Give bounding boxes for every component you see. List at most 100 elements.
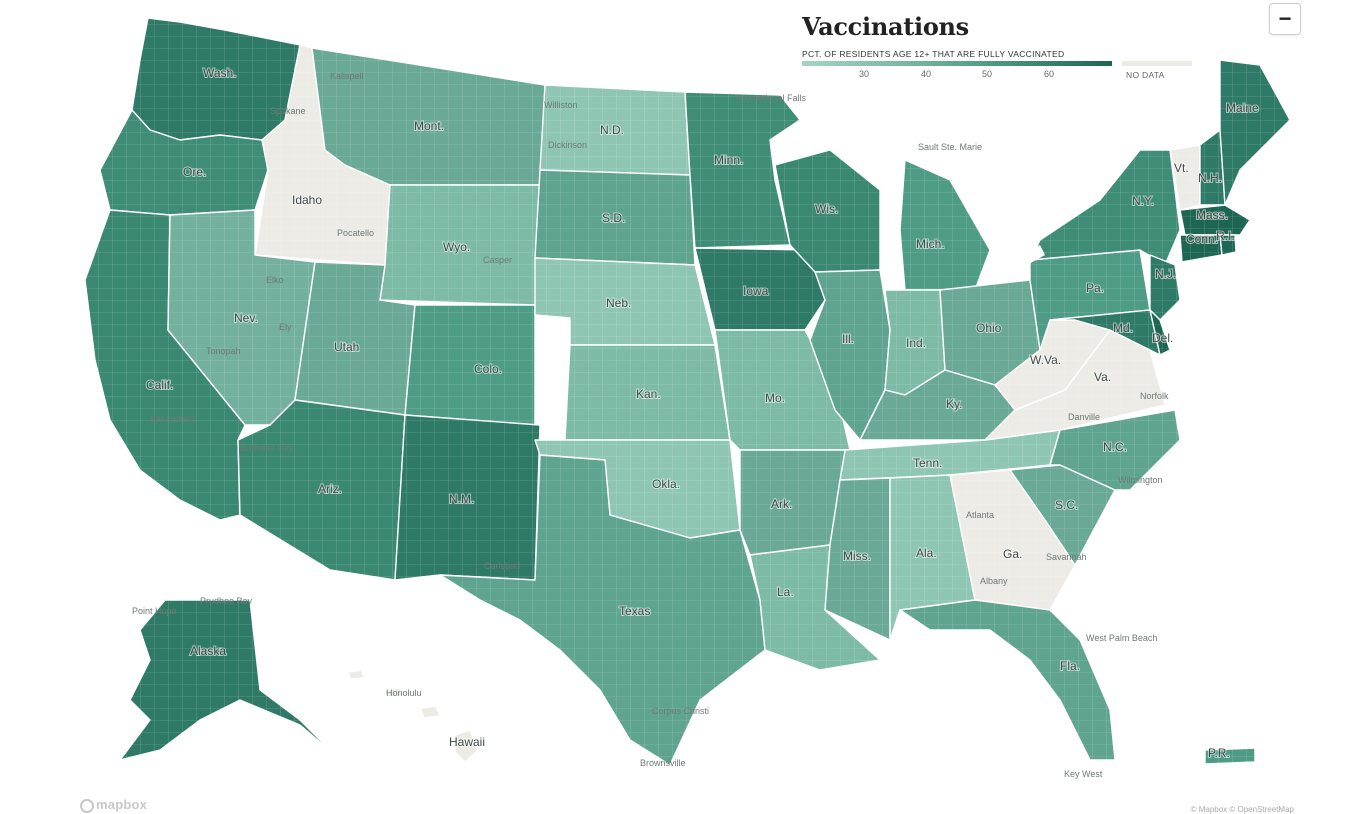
state-fla[interactable] (899, 599, 1116, 761)
state-ny[interactable] (1029, 149, 1181, 266)
state-mich[interactable] (899, 159, 991, 291)
legend-color-bar (802, 61, 1112, 66)
label-conn: Conn. (1186, 232, 1218, 246)
city-spokane: Spokane (270, 106, 306, 116)
label-del: Del. (1152, 331, 1173, 345)
legend-tick: 40 (920, 69, 932, 79)
state-nj[interactable] (1149, 254, 1181, 321)
state-maine[interactable] (1219, 59, 1291, 206)
legend-tick: 50 (981, 69, 993, 79)
label-tenn: Tenn. (913, 456, 942, 470)
mapbox-wordmark: mapbox (96, 797, 148, 812)
label-mont: Mont. (414, 119, 444, 133)
label-va: Va. (1094, 370, 1111, 384)
label-alaska: Alaska (190, 644, 226, 658)
label-ga: Ga. (1003, 547, 1022, 561)
label-idaho: Idaho (292, 193, 322, 207)
label-okla: Okla. (652, 477, 680, 491)
city-keywest: Key West (1064, 769, 1103, 779)
legend-title: Vaccinations (802, 12, 969, 41)
label-md: Md. (1113, 321, 1133, 335)
state-hawaii-4[interactable] (347, 669, 365, 680)
city-saultstemarie: Sault Ste. Marie (918, 142, 982, 152)
map-attribution[interactable]: © Mapbox © OpenStreetMap (1190, 805, 1294, 814)
label-wyo: Wyo. (443, 240, 470, 254)
lake-erie (990, 245, 1045, 280)
label-sc: S.C. (1055, 498, 1078, 512)
label-ark: Ark. (771, 497, 792, 511)
label-mass: Mass. (1196, 208, 1228, 222)
city-corpuschristi: Corpus Christi (652, 706, 709, 716)
label-miss: Miss. (843, 549, 871, 563)
city-savannah: Savannah (1046, 552, 1087, 562)
lake-superior (800, 120, 900, 160)
label-wva: W.Va. (1030, 353, 1061, 367)
label-calif: Calif. (146, 378, 173, 392)
label-nm: N.M. (449, 492, 474, 506)
legend-tick: 30 (858, 69, 870, 79)
city-caspar: Casper (483, 255, 512, 265)
label-wis: Wis. (815, 202, 838, 216)
state-colo[interactable] (404, 304, 536, 426)
label-ohio: Ohio (976, 321, 1002, 335)
label-ri: R.I. (1216, 229, 1235, 243)
label-iowa: Iowa (743, 284, 769, 298)
city-bakersfield: Bakersfield (150, 414, 195, 424)
mapbox-logo[interactable]: mapbox (80, 797, 147, 813)
label-la: La. (777, 585, 794, 599)
city-brownsville: Brownsville (640, 758, 686, 768)
city-norfolk: Norfolk (1140, 391, 1169, 401)
lake-michigan (880, 160, 905, 290)
state-alaska[interactable] (119, 599, 336, 761)
state-ark[interactable] (739, 449, 846, 556)
label-ala: Ala. (916, 546, 937, 560)
label-ny: N.Y. (1132, 194, 1154, 208)
label-nd: N.D. (600, 123, 624, 137)
legend-scale-row: 30 40 50 60 NO DATA (802, 61, 1202, 80)
label-sd: S.D. (602, 211, 625, 225)
city-carlsbad: Carlsbad (484, 561, 520, 571)
label-minn: Minn. (714, 153, 743, 167)
state-hawaii-2[interactable] (419, 705, 441, 719)
label-hawaii: Hawaii (449, 735, 485, 749)
state-labels: Wash. Ore. Idaho Mont. N.D. Minn. S.D. W… (145, 65, 1260, 761)
city-pointhope: Point Hope (132, 606, 177, 616)
label-mo: Mo. (765, 391, 785, 405)
city-tonopah: Tonopah (206, 346, 241, 356)
label-ky: Ky. (946, 397, 962, 411)
city-elko: Elko (266, 275, 284, 285)
legend-tick: 60 (1043, 69, 1055, 79)
label-maine: Maine (1226, 101, 1259, 115)
city-atlanta: Atlanta (966, 510, 994, 520)
no-data-swatch (1122, 61, 1192, 66)
city-kalispell: Kalispell (330, 71, 364, 81)
legend: Vaccinations PCT. OF RESIDENTS AGE 12+ T… (802, 12, 1202, 80)
city-albany: Albany (980, 576, 1008, 586)
label-vt: Vt. (1174, 161, 1189, 175)
city-internationalfalls: International Falls (735, 93, 807, 103)
city-wilmington: Wilmington (1118, 475, 1163, 485)
label-neb: Neb. (606, 296, 631, 310)
label-ariz: Ariz. (318, 482, 342, 496)
zoom-out-button[interactable]: − (1269, 3, 1301, 35)
city-prudhoe: Prudhoe Bay (200, 596, 253, 606)
city-labels: Spokane Pocatello Elko Ely Tonopah Bullh… (132, 71, 1169, 779)
mapbox-icon (80, 798, 94, 813)
label-wash: Wash. (203, 66, 237, 80)
city-pocatello: Pocatello (337, 228, 374, 238)
label-nc: N.C. (1103, 440, 1127, 454)
city-honolulu: Honolulu (386, 688, 422, 698)
state-mont[interactable] (311, 47, 546, 186)
city-danville: Danville (1068, 412, 1100, 422)
label-nj: N.J. (1155, 267, 1176, 281)
city-bullhead: Bullhead City (240, 443, 294, 453)
label-nh: N.H. (1198, 171, 1222, 185)
city-ely: Ely (279, 322, 292, 332)
legend-caption: PCT. OF RESIDENTS AGE 12+ THAT ARE FULLY… (802, 49, 1065, 59)
label-utah: Utah (334, 340, 359, 354)
legend-scale: 30 40 50 60 (802, 61, 1112, 80)
city-westpalm: West Palm Beach (1086, 633, 1157, 643)
city-dickinson: Dickinson (548, 140, 587, 150)
label-ore: Ore. (183, 165, 206, 179)
